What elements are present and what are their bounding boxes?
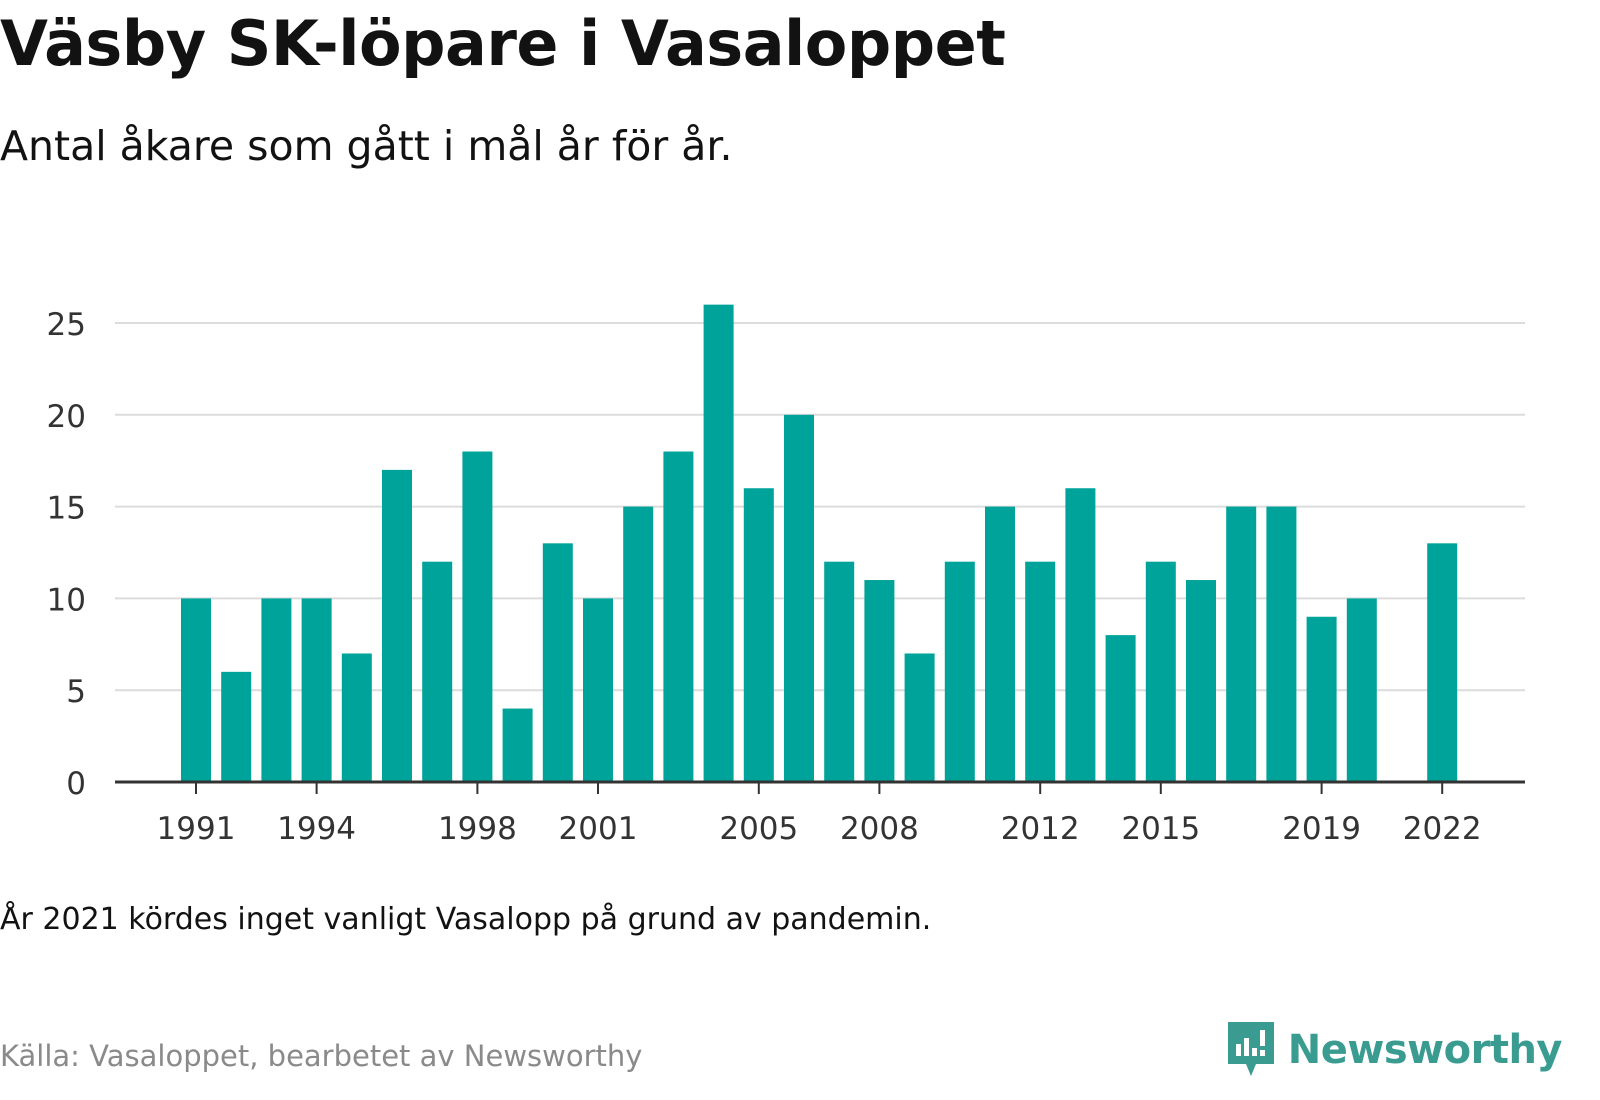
axes: 0 5 10 15 20 25 1991 1994 1998 2001 2005 2008 2012 20… — [47, 307, 1525, 847]
bar-1991 — [181, 598, 211, 782]
x-tick-label: 2008 — [840, 811, 919, 847]
bar-1995 — [341, 653, 372, 782]
bar-2020 — [1346, 598, 1377, 782]
bar-2001 — [583, 598, 613, 782]
bar-1993 — [261, 598, 292, 782]
x-tick-label: 2019 — [1282, 811, 1361, 847]
x-tick-label: 1998 — [438, 811, 517, 847]
bar-2005 — [743, 488, 774, 782]
x-tick-label: 2012 — [1001, 811, 1080, 847]
bar-1996 — [382, 469, 412, 782]
x-tick-label: 2015 — [1121, 811, 1200, 847]
bar-1994 — [301, 598, 332, 782]
y-tick-label: 5 — [66, 674, 86, 710]
y-tick-label: 10 — [47, 582, 86, 618]
x-tick-label: 2005 — [719, 811, 798, 847]
brand-logo: Newsworthy — [1226, 1020, 1563, 1080]
bar-1992 — [221, 671, 252, 782]
bar-1999 — [502, 708, 533, 782]
bars — [181, 304, 1458, 782]
bar-2022 — [1427, 543, 1458, 782]
bar-2000 — [542, 543, 573, 782]
newsworthy-logo-icon — [1227, 1022, 1274, 1076]
bar-2017 — [1226, 506, 1257, 782]
bar-2009 — [904, 653, 935, 782]
bar-2004 — [703, 304, 734, 782]
bar-1997 — [422, 561, 453, 782]
bar-2013 — [1065, 488, 1096, 782]
bar-2011 — [985, 506, 1015, 782]
x-tick-label: 2001 — [559, 811, 638, 847]
x-tick-label: 1991 — [157, 811, 236, 847]
bar-2008 — [864, 580, 895, 782]
y-tick-label: 0 — [66, 766, 86, 802]
bar-2016 — [1186, 580, 1216, 782]
y-tick-label: 25 — [47, 307, 86, 343]
source-credit: Källa: Vasaloppet, bearbetet av Newswort… — [0, 1039, 643, 1073]
y-tick-label: 20 — [47, 399, 86, 435]
bar-2006 — [784, 414, 814, 782]
y-tick-label: 15 — [47, 491, 86, 527]
chart-title: Väsby SK-löpare i Vasaloppet — [0, 7, 1006, 80]
bar-2015 — [1145, 561, 1176, 782]
bar-2002 — [623, 506, 654, 782]
x-tick-label: 1994 — [277, 811, 356, 847]
bar-2003 — [663, 451, 694, 782]
bar-2010 — [944, 561, 975, 782]
bar-2014 — [1105, 635, 1136, 782]
chart-note: År 2021 kördes inget vanligt Vasalopp på… — [0, 902, 932, 937]
brand-name: Newsworthy — [1287, 1027, 1563, 1073]
x-tick-label: 2022 — [1403, 811, 1482, 847]
bar-2012 — [1025, 561, 1056, 782]
bar-2019 — [1306, 616, 1337, 782]
bar-1998 — [462, 451, 493, 782]
bar-2007 — [824, 561, 855, 782]
bar-chart: 0 5 10 15 20 25 1991 1994 1998 2001 2005 2008 2012 20… — [47, 304, 1525, 847]
bar-2018 — [1266, 506, 1297, 782]
chart-subtitle: Antal åkare som gått i mål år för år. — [0, 122, 733, 170]
